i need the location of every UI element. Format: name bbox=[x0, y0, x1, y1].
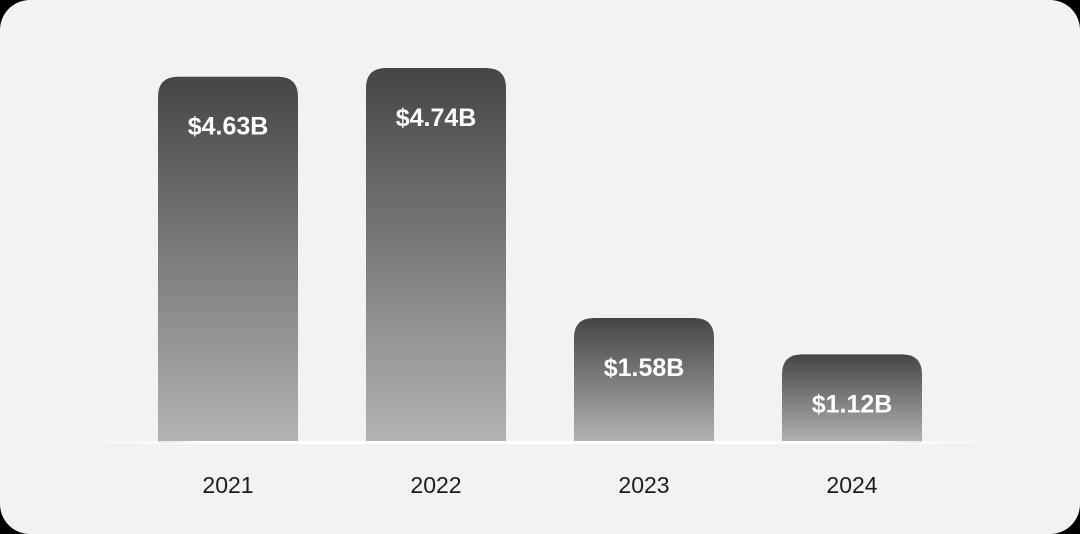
x-tick-label: 2022 bbox=[410, 472, 461, 498]
bar-2021 bbox=[158, 76, 298, 444]
bar-2023 bbox=[574, 318, 714, 443]
x-axis-ticks-group: 2021 2022 2023 2024 bbox=[202, 472, 877, 498]
bar-value-label: $1.12B bbox=[812, 390, 893, 418]
x-tick-label: 2021 bbox=[202, 472, 253, 498]
bar-2024 bbox=[782, 354, 922, 443]
bar-value-label: $1.58B bbox=[604, 354, 685, 382]
bar-value-label: $4.63B bbox=[188, 113, 269, 141]
bar-value-label: $4.74B bbox=[396, 104, 477, 132]
value-labels-group: $4.63B $4.74B $1.58B $1.12B bbox=[188, 104, 893, 418]
bar-2022 bbox=[366, 68, 506, 443]
baseline bbox=[60, 441, 1020, 444]
x-tick-label: 2023 bbox=[618, 472, 669, 498]
bars-group bbox=[158, 68, 922, 444]
x-tick-label: 2024 bbox=[826, 472, 877, 498]
